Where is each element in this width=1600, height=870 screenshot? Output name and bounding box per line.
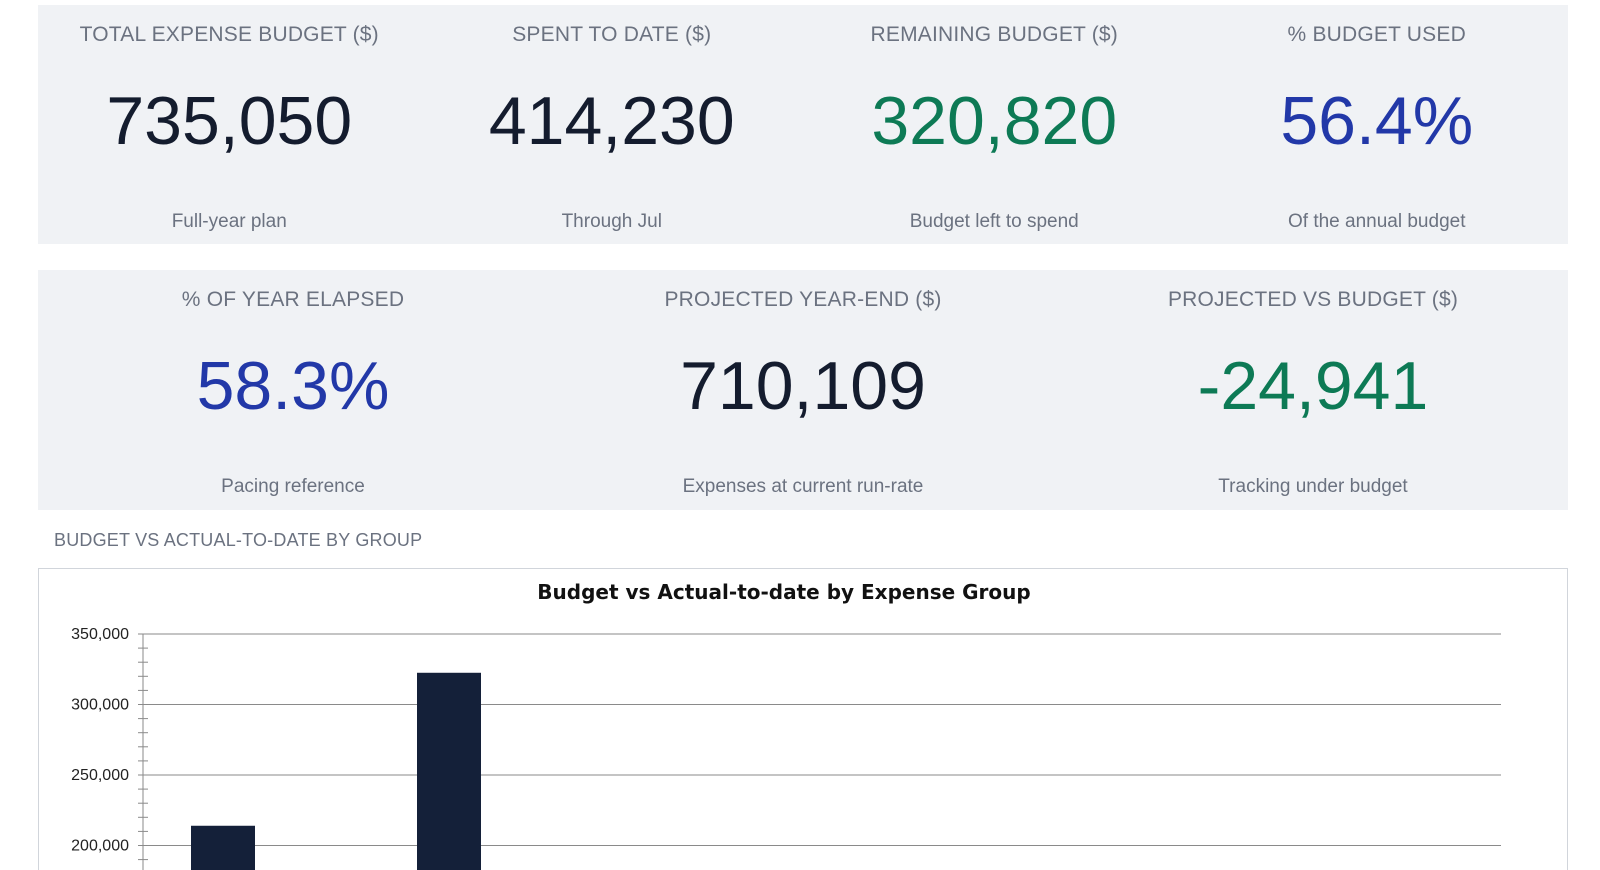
kpi-row-bottom: % OF YEAR ELAPSED 58.3% Pacing reference… [38,270,1568,510]
kpi-value: 414,230 [488,83,735,159]
kpi-label: TOTAL EXPENSE BUDGET ($) [79,23,379,46]
kpi-label: REMAINING BUDGET ($) [870,23,1118,46]
kpi-subtitle: Budget left to spend [909,211,1079,232]
kpi-subtitle: Through Jul [561,211,662,232]
section-title: BUDGET VS ACTUAL-TO-DATE BY GROUP [54,530,423,550]
kpi-remaining-budget: REMAINING BUDGET ($) 320,820 Budget left… [803,5,1186,244]
kpi-value: -24,941 [1197,348,1429,424]
kpi-year-elapsed: % OF YEAR ELAPSED 58.3% Pacing reference [38,270,548,510]
kpi-subtitle: Expenses at current run-rate [682,476,924,497]
kpi-subtitle: Pacing reference [221,476,365,497]
budget-vs-actual-chart: Budget vs Actual-to-date by Expense Grou… [71,580,1501,870]
kpi-spent-to-date: SPENT TO DATE ($) 414,230 Through Jul [421,5,804,244]
kpi-label: SPENT TO DATE ($) [512,23,712,46]
kpi-projected-vs-budget: PROJECTED VS BUDGET ($) -24,941 Tracking… [1058,270,1568,510]
bar[interactable] [417,672,481,870]
y-tick-label: 350,000 [71,626,129,643]
kpi-value: 735,050 [106,83,353,159]
kpi-label: PROJECTED YEAR-END ($) [664,288,942,311]
kpi-projected-year-end: PROJECTED YEAR-END ($) 710,109 Expenses … [548,270,1058,510]
kpi-budget-used: % BUDGET USED 56.4% Of the annual budget [1186,5,1569,244]
kpi-label: PROJECTED VS BUDGET ($) [1167,288,1459,311]
chart-panel: Budget vs Actual-to-date by Expense Grou… [38,568,1568,870]
kpi-total-expense-budget: TOTAL EXPENSE BUDGET ($) 735,050 Full-ye… [38,5,421,244]
kpi-value: 58.3% [196,348,390,424]
bar[interactable] [191,825,255,870]
kpi-label: % OF YEAR ELAPSED [181,288,405,311]
kpi-value: 320,820 [871,83,1118,159]
kpi-label: % BUDGET USED [1287,23,1466,46]
kpi-value: 56.4% [1280,83,1474,159]
kpi-subtitle: Tracking under budget [1218,476,1408,497]
kpi-subtitle: Full-year plan [171,211,287,232]
kpi-row-top: TOTAL EXPENSE BUDGET ($) 735,050 Full-ye… [38,5,1568,244]
y-tick-label: 250,000 [71,767,129,784]
kpi-value: 710,109 [680,348,926,424]
y-tick-label: 300,000 [71,697,129,714]
chart-title: Budget vs Actual-to-date by Expense Grou… [537,580,1030,604]
kpi-subtitle: Of the annual budget [1288,211,1466,232]
y-tick-label: 200,000 [71,838,129,855]
